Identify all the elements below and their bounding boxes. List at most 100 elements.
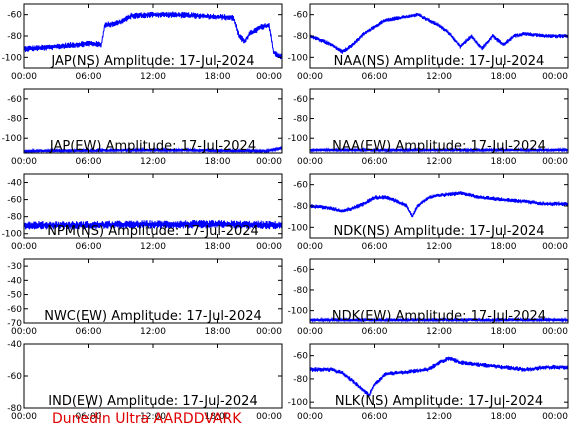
x-tick-label: 18:00 (205, 157, 231, 167)
x-tick-label: 00:00 (542, 157, 568, 167)
x-tick-label: 12:00 (140, 242, 166, 252)
series-line (24, 220, 282, 230)
x-tick-label: 06:00 (76, 72, 102, 82)
x-tick-label: 12:00 (426, 72, 452, 82)
x-tick-label: 00:00 (11, 242, 37, 252)
x-tick-label: 18:00 (491, 242, 517, 252)
x-tick-label: 00:00 (297, 72, 323, 82)
x-tick-label: 18:00 (491, 327, 517, 337)
x-tick-label: 06:00 (76, 327, 102, 337)
chart-panel: -70 -60 -50 -40 -30 00:00 06:00 12:00 18:00 00:00… (7, 258, 283, 337)
x-tick-label: 00:00 (297, 327, 323, 337)
x-tick-label: 00:00 (256, 157, 282, 167)
panel-title: NDK(EW) Amplitude: 17-Jul-2024 (332, 309, 546, 324)
x-tick-label: 00:00 (256, 72, 282, 82)
y-tick-label: -80 (293, 375, 308, 385)
panel-title: IND(EW) Amplitude: 17-Jul-2024 (48, 394, 257, 409)
y-tick-label: -80 (7, 115, 22, 125)
chart-panel: -100 -80 -60 00:00 06:00 12:00 18:00 00:00 NLK(N… (288, 343, 569, 422)
y-tick-label: -40 (7, 179, 22, 189)
y-tick-label: -100 (2, 230, 23, 240)
x-tick-label: 06:00 (362, 242, 388, 252)
series-line (310, 12, 568, 55)
x-tick-label: 00:00 (542, 412, 568, 422)
x-tick-label: 00:00 (256, 412, 282, 422)
x-tick-label: 00:00 (256, 327, 282, 337)
panel-title: NAA(EW) Amplitude: 17-Jul-2024 (332, 139, 546, 154)
series-line (310, 191, 568, 218)
y-tick-label: -60 (7, 11, 22, 21)
x-tick-label: 00:00 (297, 412, 323, 422)
x-tick-label: 12:00 (426, 157, 452, 167)
y-tick-label: -100 (288, 223, 309, 233)
chart-panel: -80 -60 -40 00:00 06:00 12:00 18:00 00:00 IND(EW… (7, 340, 283, 422)
y-tick-label: -60 (7, 95, 22, 105)
x-tick-label: 18:00 (205, 412, 231, 422)
x-tick-label: 12:00 (140, 327, 166, 337)
y-tick-label: -100 (288, 134, 309, 144)
y-tick-label: -60 (7, 372, 22, 382)
y-tick-label: -80 (293, 202, 308, 212)
x-tick-label: 18:00 (491, 72, 517, 82)
panel-title: NDK(NS) Amplitude: 17-Jul-2024 (333, 224, 544, 239)
x-tick-label: 00:00 (11, 157, 37, 167)
x-tick-label: 18:00 (491, 412, 517, 422)
x-tick-label: 00:00 (297, 157, 323, 167)
x-tick-label: 18:00 (205, 72, 231, 82)
x-tick-label: 06:00 (362, 412, 388, 422)
y-tick-label: -70 (7, 319, 22, 329)
x-tick-label: 06:00 (76, 412, 102, 422)
panel-title: NAA(NS) Amplitude: 17-Jul-2024 (334, 54, 545, 69)
x-tick-label: 00:00 (542, 242, 568, 252)
x-tick-label: 06:00 (76, 242, 102, 252)
x-tick-label: 12:00 (140, 412, 166, 422)
panel-title: NLK(NS) Amplitude: 17-Jul-2024 (335, 394, 543, 409)
x-tick-label: 00:00 (11, 412, 37, 422)
x-tick-label: 00:00 (11, 327, 37, 337)
panel-title: NPM(NS) Amplitude: 17-Jul-2024 (47, 224, 259, 239)
x-tick-label: 12:00 (426, 242, 452, 252)
y-tick-label: -80 (7, 32, 22, 42)
x-tick-label: 00:00 (297, 242, 323, 252)
y-tick-label: -100 (288, 398, 309, 408)
y-tick-label: -100 (288, 307, 309, 317)
panel-title: JAP(EW) Amplitude: 17-Jul-2024 (49, 139, 256, 154)
x-tick-label: 18:00 (205, 327, 231, 337)
y-tick-label: -40 (7, 276, 22, 286)
y-tick-label: -100 (288, 53, 309, 63)
y-tick-label: -60 (293, 11, 308, 21)
series-line (310, 316, 568, 323)
x-tick-label: 18:00 (205, 242, 231, 252)
x-tick-label: 18:00 (491, 157, 517, 167)
y-tick-label: -40 (7, 340, 22, 350)
y-tick-label: -60 (293, 265, 308, 275)
y-tick-label: -60 (293, 95, 308, 105)
y-tick-label: -60 (293, 181, 308, 191)
chart-panel: -100 -80 -60 00:00 06:00 12:00 18:00 00:00 NAA(E… (288, 88, 569, 167)
y-tick-label: -30 (7, 262, 22, 272)
x-tick-label: 00:00 (11, 72, 37, 82)
x-tick-label: 06:00 (362, 72, 388, 82)
x-tick-label: 00:00 (542, 72, 568, 82)
y-tick-label: -60 (7, 305, 22, 315)
chart-panel: -100 -80 -60 00:00 06:00 12:00 18:00 00:00 NDK(E… (288, 258, 569, 337)
credit-label: Dunedin Ultra AARDDVARK (52, 411, 242, 427)
x-tick-label: 06:00 (362, 327, 388, 337)
y-tick-label: -80 (293, 286, 308, 296)
x-tick-label: 06:00 (76, 157, 102, 167)
series-line (24, 11, 282, 60)
chart-panel: -100 -80 -60 00:00 06:00 12:00 18:00 00:00 NAA(N… (288, 3, 569, 82)
x-tick-label: 12:00 (426, 412, 452, 422)
x-tick-label: 00:00 (542, 327, 568, 337)
x-tick-label: 00:00 (256, 242, 282, 252)
panel-title: NWC(EW) Amplitude: 17-Jul-2024 (44, 309, 262, 324)
y-tick-label: -80 (293, 115, 308, 125)
series-line (24, 145, 282, 153)
series-line (310, 355, 568, 397)
x-tick-label: 12:00 (140, 72, 166, 82)
y-tick-label: -100 (2, 53, 23, 63)
